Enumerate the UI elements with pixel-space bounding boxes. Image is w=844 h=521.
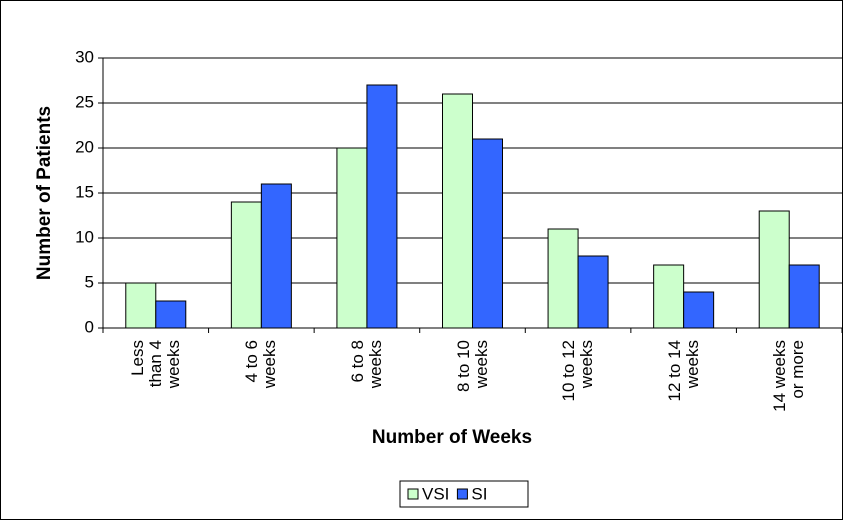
x-tick-label: 8 to 10 weeks	[453, 340, 491, 392]
x-tick-label: 6 to 8 weeks	[347, 340, 385, 389]
y-tick-label: 15	[75, 182, 94, 201]
bar	[260, 183, 292, 329]
y-tick-label: 5	[85, 272, 94, 291]
bar	[683, 291, 715, 329]
legend-swatch	[407, 488, 419, 500]
bar	[577, 255, 609, 329]
legend-label: SI	[471, 484, 487, 503]
bar	[788, 264, 820, 329]
bar	[366, 84, 398, 329]
y-tick-label: 20	[75, 137, 94, 156]
legend-swatch	[456, 488, 468, 500]
y-tick-label: 10	[75, 227, 94, 246]
y-tick-label: 30	[75, 47, 94, 66]
x-tick-label: 10 to 12 weeks	[559, 340, 597, 402]
x-tick-label: 14 weeks or more	[770, 340, 808, 412]
y-axis-title: Number of Patients	[34, 106, 55, 280]
bar	[758, 210, 790, 329]
x-tick-label: 4 to 6 weeks	[242, 340, 280, 389]
bar	[336, 147, 368, 329]
bar	[653, 264, 685, 329]
bar	[472, 138, 503, 329]
x-tick-label: Less than 4 weeks	[127, 340, 183, 389]
y-tick-label: 25	[75, 92, 94, 111]
bar	[547, 228, 579, 329]
y-tick-label: 0	[85, 317, 94, 336]
bar	[155, 300, 187, 329]
bar	[230, 201, 262, 329]
bar	[442, 93, 473, 329]
x-axis-title: Number of Weeks	[372, 427, 532, 448]
legend-label: VSI	[422, 484, 449, 503]
bar	[125, 282, 157, 329]
x-tick-label: 12 to 14 weeks	[664, 340, 702, 402]
